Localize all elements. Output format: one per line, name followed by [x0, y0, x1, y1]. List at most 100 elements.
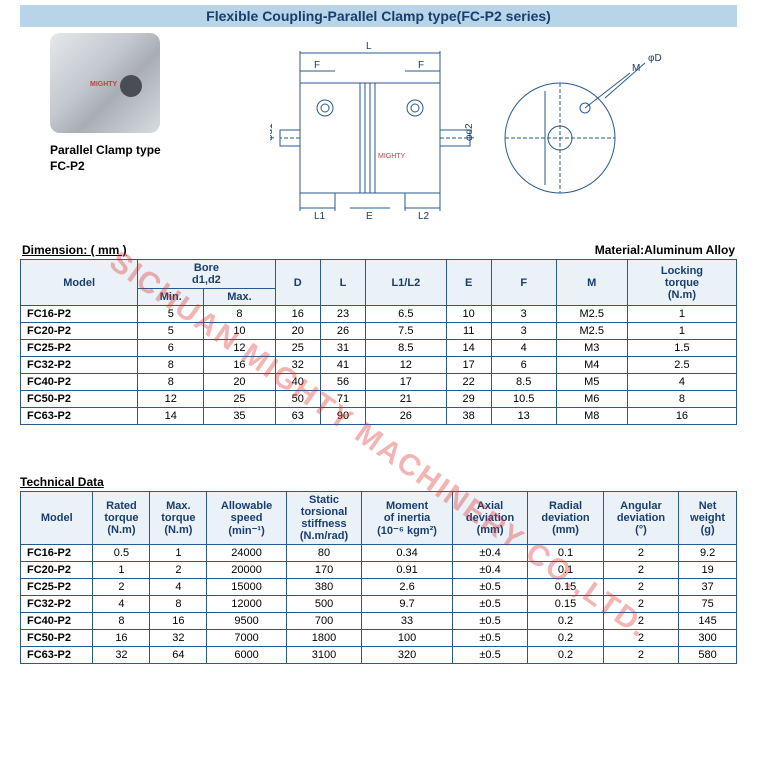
table-cell: 6 — [138, 340, 204, 357]
svg-text:L2: L2 — [418, 211, 430, 222]
top-illustration-area: MIGHTY Parallel Clamp type FC-P2 — [20, 33, 737, 223]
table-cell: 145 — [679, 613, 737, 630]
table-cell: 4 — [93, 596, 150, 613]
table-cell: M3 — [556, 340, 627, 357]
table-cell: 13 — [491, 408, 556, 425]
table-cell: 8 — [93, 613, 150, 630]
table-cell: 8.5 — [366, 340, 446, 357]
table-row: FC32-P2816324112176M42.5 — [21, 357, 737, 374]
table-cell: 2 — [603, 647, 678, 664]
dim-th-min: Min. — [138, 289, 204, 306]
table-cell: 1 — [150, 545, 207, 562]
table-cell: 71 — [320, 391, 365, 408]
table-cell: 12 — [366, 357, 446, 374]
tech-th-inertia: Moment of inertia (10⁻⁶ kgm²) — [362, 492, 453, 545]
table-cell: FC20-P2 — [21, 562, 93, 579]
table-cell: 2.6 — [362, 579, 453, 596]
table-cell: 12 — [204, 340, 275, 357]
dim-th-F: F — [491, 260, 556, 306]
tech-th-radial: Radial deviation (mm) — [528, 492, 603, 545]
technical-table: Model Rated torque (N.m) Max. torque (N.… — [20, 491, 737, 664]
table-cell: 25 — [275, 340, 320, 357]
dimension-table: Model Bore d1,d2 D L L1/L2 E F M Locking… — [20, 259, 737, 425]
table-cell: FC25-P2 — [21, 340, 138, 357]
table-cell: 0.15 — [528, 579, 603, 596]
table-cell: FC40-P2 — [21, 374, 138, 391]
table-cell: 2 — [603, 562, 678, 579]
table-cell: 2 — [603, 596, 678, 613]
table-cell: 2 — [603, 545, 678, 562]
table-cell: 16 — [204, 357, 275, 374]
table-cell: 8 — [150, 596, 207, 613]
caption-line2: FC-P2 — [50, 159, 85, 173]
table-cell: 6.5 — [366, 306, 446, 323]
table-cell: 100 — [362, 630, 453, 647]
table-cell: ±0.4 — [452, 545, 527, 562]
dim-th-lock: Locking torque (N.m) — [627, 260, 736, 306]
table-cell: 0.15 — [528, 596, 603, 613]
dim-th-D: D — [275, 260, 320, 306]
table-cell: 16 — [627, 408, 736, 425]
table-cell: 41 — [320, 357, 365, 374]
material-label: Material:Aluminum Alloy — [595, 243, 735, 257]
tech-th-speed: Allowable speed (min⁻¹) — [207, 492, 286, 545]
table-cell: 16 — [93, 630, 150, 647]
svg-text:φD: φD — [648, 53, 662, 64]
table-row: FC16-P25816236.5103M2.51 — [21, 306, 737, 323]
table-cell: 2 — [93, 579, 150, 596]
table-cell: 24000 — [207, 545, 286, 562]
table-cell: 63 — [275, 408, 320, 425]
table-cell: 3100 — [286, 647, 361, 664]
page-title: Flexible Coupling-Parallel Clamp type(FC… — [20, 5, 737, 27]
table-row: FC40-P2816950070033±0.50.22145 — [21, 613, 737, 630]
table-cell: 8 — [138, 357, 204, 374]
table-cell: FC50-P2 — [21, 630, 93, 647]
table-cell: 32 — [93, 647, 150, 664]
table-cell: 0.34 — [362, 545, 453, 562]
table-cell: 2 — [603, 579, 678, 596]
table-cell: 15000 — [207, 579, 286, 596]
table-cell: 9.7 — [362, 596, 453, 613]
svg-text:M: M — [632, 63, 640, 74]
table-cell: 5 — [138, 323, 204, 340]
table-cell: 8 — [138, 374, 204, 391]
table-cell: M4 — [556, 357, 627, 374]
table-cell: 6 — [491, 357, 556, 374]
table-cell: 9500 — [207, 613, 286, 630]
table-cell: M6 — [556, 391, 627, 408]
table-cell: 14 — [138, 408, 204, 425]
table-cell: 0.2 — [528, 630, 603, 647]
table-cell: ±0.5 — [452, 579, 527, 596]
dim-th-bore: Bore d1,d2 — [138, 260, 275, 289]
table-row: FC40-P2820405617228.5M54 — [21, 374, 737, 391]
table-cell: 0.1 — [528, 562, 603, 579]
table-row: FC20-P251020267.5113M2.51 — [21, 323, 737, 340]
table-cell: 90 — [320, 408, 365, 425]
table-cell: 10 — [446, 306, 491, 323]
table-cell: 75 — [679, 596, 737, 613]
table-cell: 10 — [204, 323, 275, 340]
dim-th-M: M — [556, 260, 627, 306]
table-cell: FC32-P2 — [21, 596, 93, 613]
svg-text:φd2: φd2 — [464, 123, 475, 141]
table-cell: 1 — [627, 306, 736, 323]
svg-text:F: F — [314, 60, 320, 71]
table-cell: 25 — [204, 391, 275, 408]
table-cell: 1800 — [286, 630, 361, 647]
table-cell: 7.5 — [366, 323, 446, 340]
table-cell: 4 — [491, 340, 556, 357]
table-cell: 16 — [275, 306, 320, 323]
table-cell: 26 — [320, 323, 365, 340]
table-cell: 12 — [138, 391, 204, 408]
table-cell: 32 — [275, 357, 320, 374]
caption-line1: Parallel Clamp type — [50, 143, 161, 157]
table-cell: 6000 — [207, 647, 286, 664]
table-cell: FC32-P2 — [21, 357, 138, 374]
dim-th-L: L — [320, 260, 365, 306]
svg-text:MIGHTY: MIGHTY — [378, 153, 406, 160]
table-cell: 12000 — [207, 596, 286, 613]
table-cell: 38 — [446, 408, 491, 425]
table-cell: 2 — [603, 630, 678, 647]
table-cell: FC16-P2 — [21, 545, 93, 562]
table-cell: 500 — [286, 596, 361, 613]
